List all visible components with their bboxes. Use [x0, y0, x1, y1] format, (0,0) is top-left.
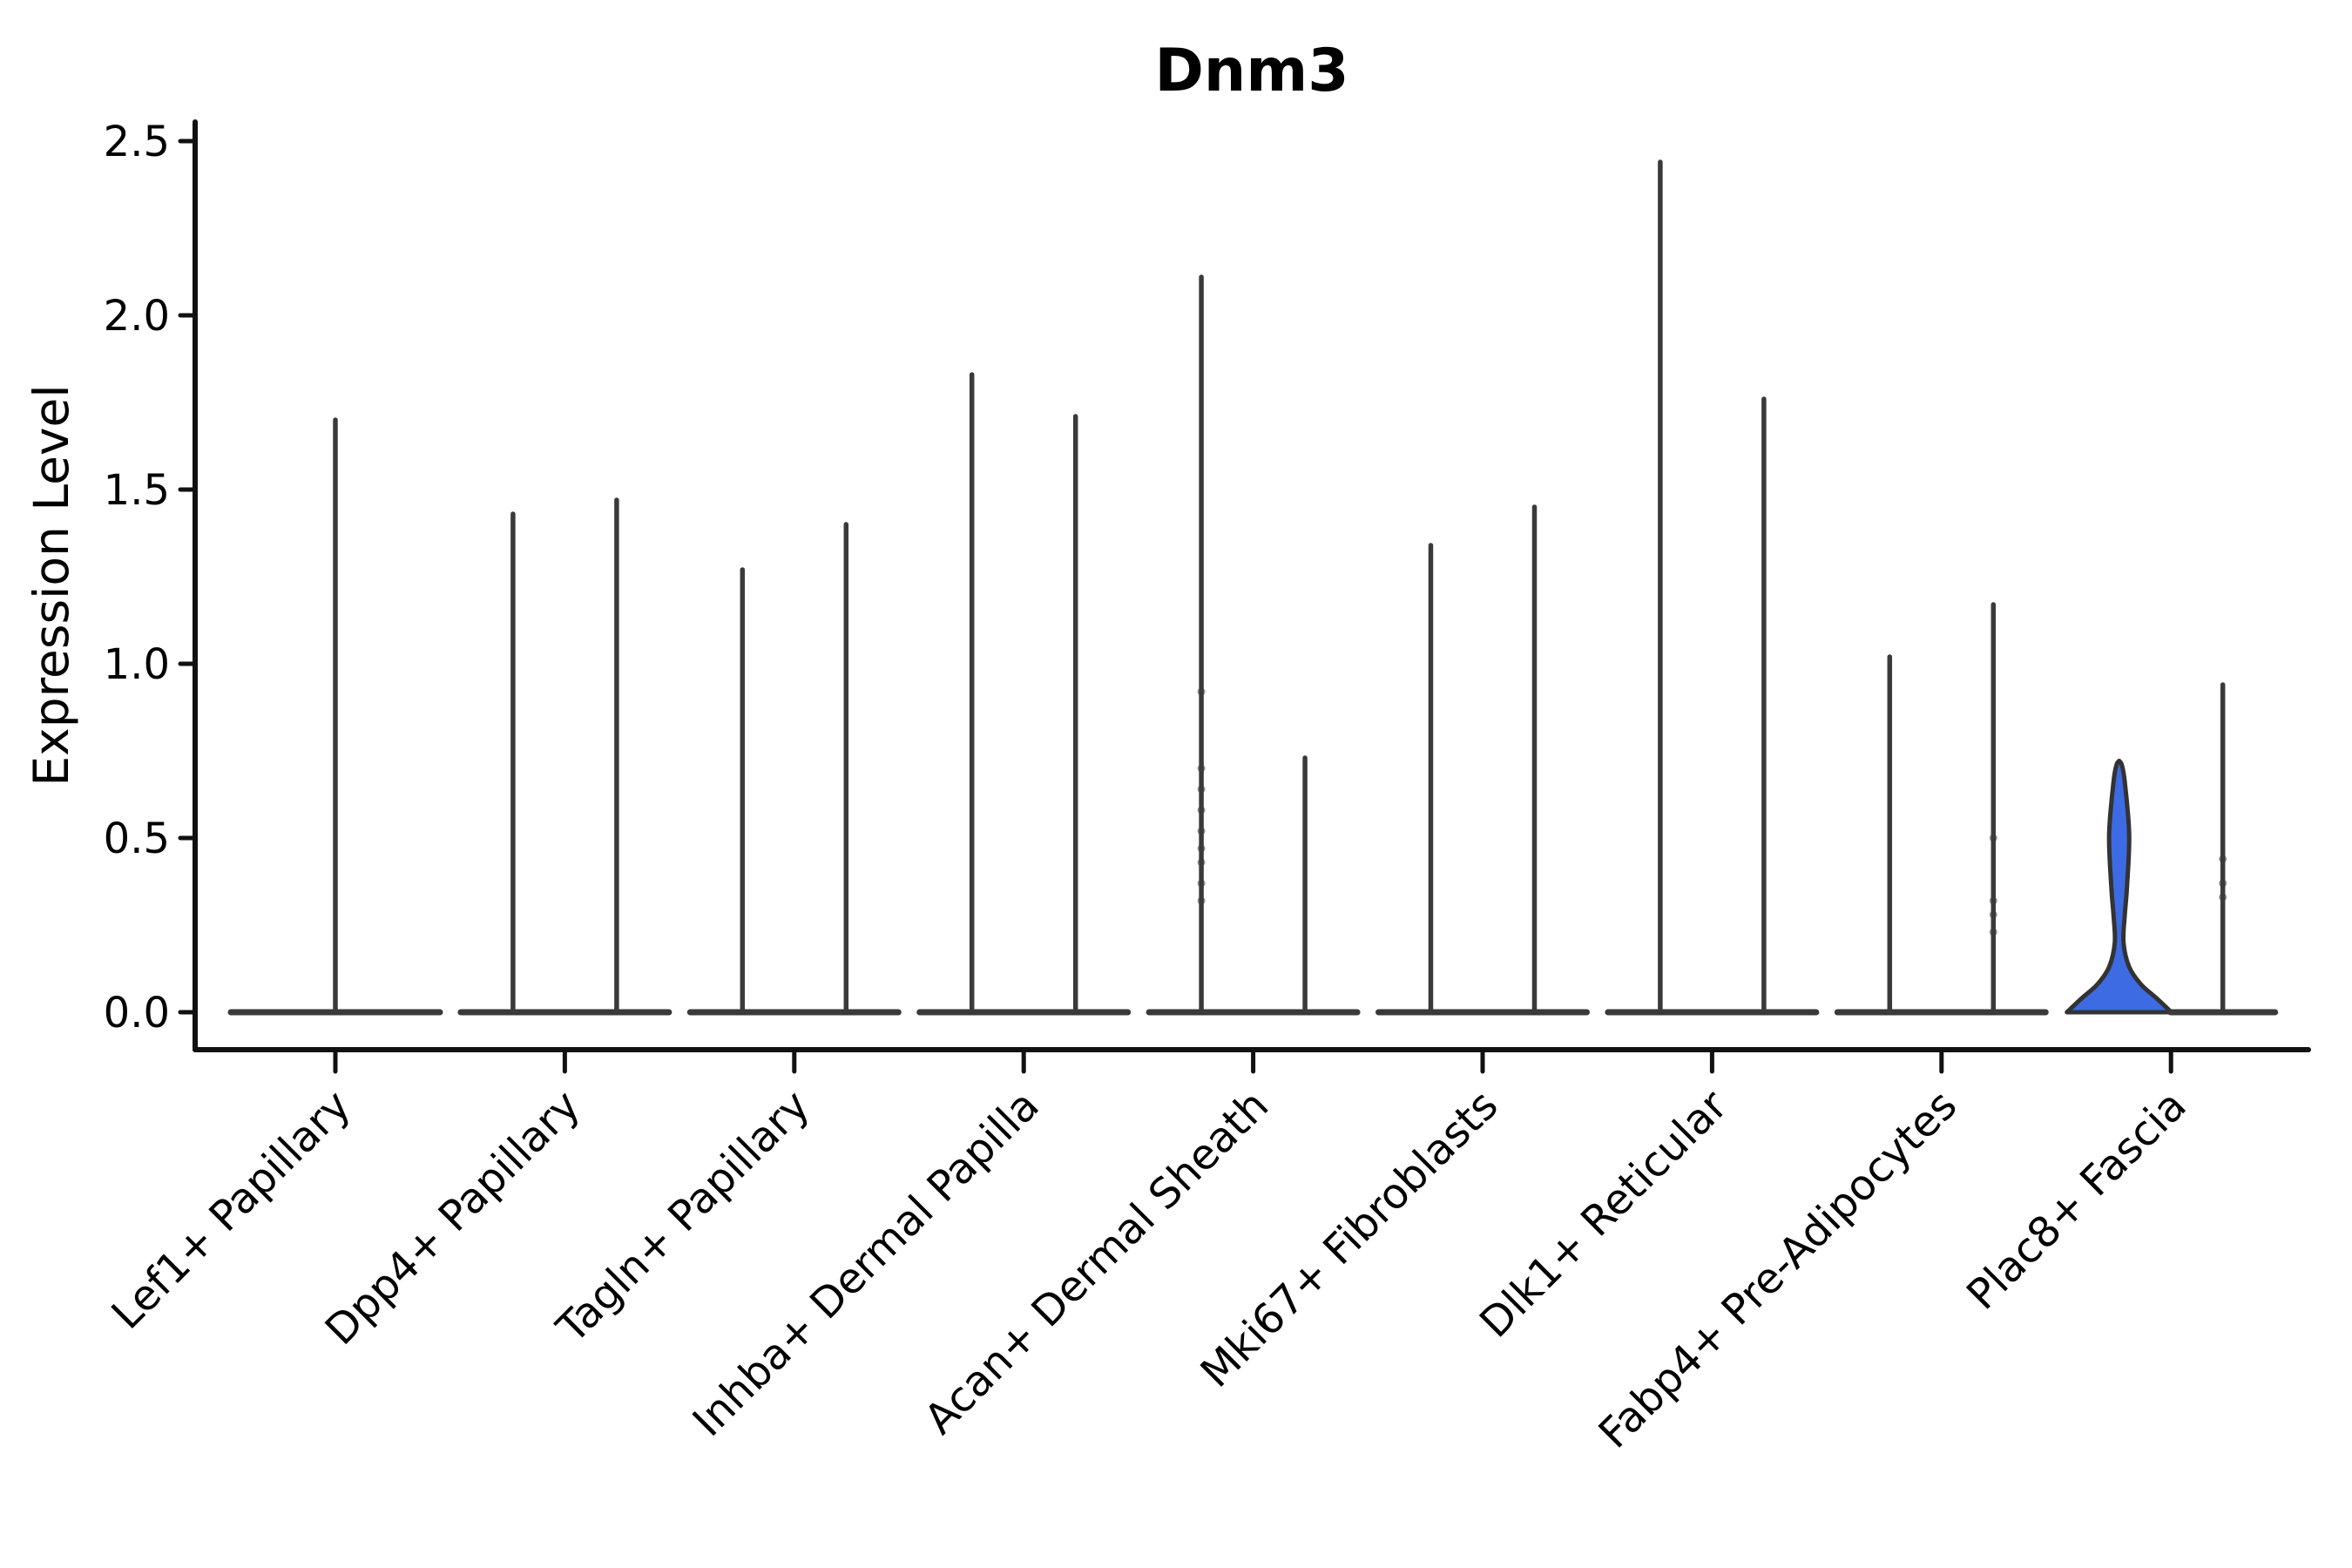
- jitter-dot: [1197, 896, 1206, 905]
- jitter-dot: [1989, 834, 1997, 842]
- jitter-dot: [1197, 827, 1206, 835]
- chart-title: Dnm3: [1154, 37, 1348, 105]
- y-tick-label: 1.0: [104, 640, 170, 689]
- y-tick-label: 1.5: [104, 466, 170, 515]
- y-tick-label: 2.5: [104, 118, 170, 166]
- jitter-dot: [1197, 687, 1206, 696]
- filled-violin: [2065, 758, 2174, 1015]
- jitter-dot: [1197, 844, 1206, 853]
- jitter-dot: [1197, 858, 1206, 867]
- x-category-label: Lef1+ Papillary: [103, 1081, 361, 1339]
- y-tick-label: 0.5: [104, 814, 170, 863]
- x-category-label: Dlk1+ Reticular: [1470, 1081, 1737, 1348]
- jitter-dot: [1197, 806, 1206, 814]
- jitter-dot: [1989, 928, 1997, 936]
- jitter-dot: [1197, 879, 1206, 888]
- x-category-label: Plac8+ Fascia: [1957, 1081, 2196, 1320]
- y-tick-label: 2.0: [104, 292, 170, 341]
- jitter-dot: [1989, 910, 1997, 919]
- jitter-dot: [2219, 855, 2227, 863]
- jitter-dot: [2219, 879, 2227, 888]
- jitter-dot: [1197, 785, 1206, 794]
- jitter-dot: [1197, 764, 1206, 773]
- jitter-dot: [1989, 896, 1997, 905]
- x-category-label: Dpp4+ Papillary: [316, 1081, 590, 1355]
- y-axis-label: Expression Level: [24, 384, 79, 786]
- jitter-dot: [2219, 893, 2227, 902]
- x-category-label: Tagln+ Papillary: [547, 1081, 819, 1353]
- y-tick-label: 0.0: [104, 989, 170, 1037]
